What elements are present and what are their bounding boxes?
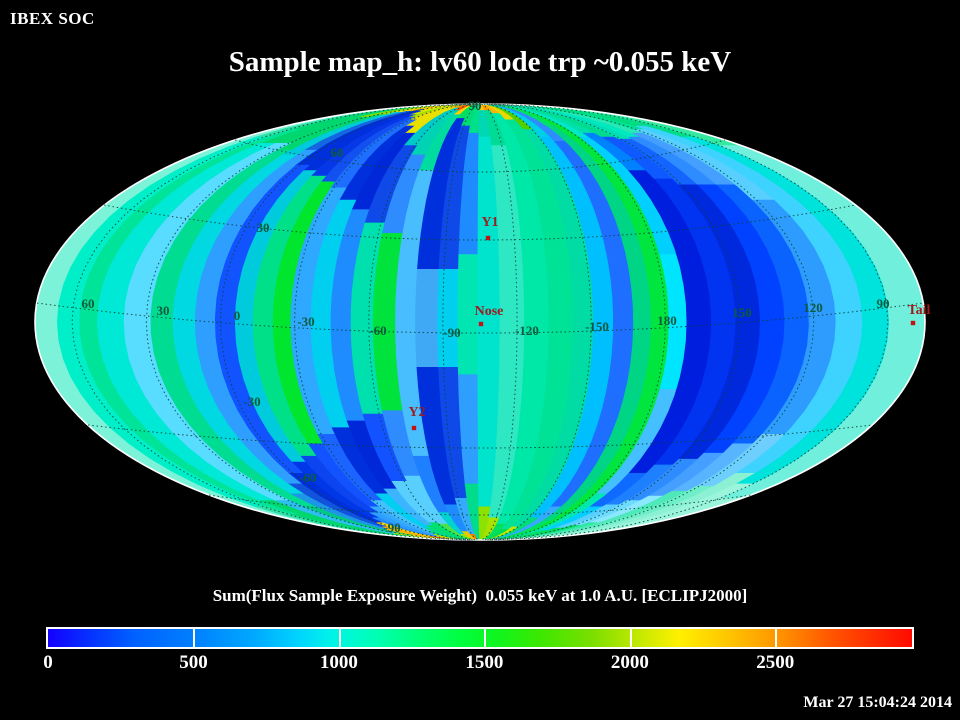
latitude-label: -90 (383, 520, 400, 535)
page-title: Sample map_h: lv60 lode trp ~0.055 keV (228, 46, 732, 78)
latitude-label: -30 (243, 394, 260, 409)
marker-point-y2 (411, 425, 417, 431)
meridian-gridline (442, 103, 479, 541)
longitude-label: 0 (234, 308, 241, 323)
meridian-gridline (294, 103, 474, 541)
colorbar-gradient (48, 629, 912, 647)
parallel-gridline (103, 204, 857, 241)
colorbar-tick (338, 629, 341, 647)
longitude-label: 180 (657, 313, 677, 328)
timestamp: Mar 27 15:04:24 2014 (803, 694, 952, 711)
longitude-label: 30 (157, 303, 170, 318)
longitude-label: 150 (732, 305, 752, 320)
meridian-gridline (145, 103, 469, 541)
app-logo: IBEX SOC (10, 9, 95, 28)
meridian-gridline (491, 103, 815, 541)
longitude-label: -90 (443, 325, 460, 340)
marker-point-nose (478, 321, 484, 327)
parallel-gridline (234, 139, 726, 173)
colorbar (46, 627, 914, 649)
meridian-gridline (481, 103, 518, 541)
longitude-label: -150 (585, 319, 609, 334)
map-rim (34, 103, 926, 541)
colorbar-tick-label: 1000 (319, 652, 358, 673)
longitude-label: 120 (803, 300, 823, 315)
colorbar-tick-label: 2500 (756, 652, 795, 673)
colorbar-tick-label: 500 (179, 652, 208, 673)
map-stripes (34, 103, 926, 541)
parallel-gridline (208, 494, 752, 516)
parallel-gridline (87, 424, 873, 449)
colorbar-tick-label: 1500 (465, 652, 504, 673)
longitude-label: 90 (877, 296, 890, 311)
marker-point-y1 (485, 235, 491, 241)
colorbar-tick-label: 2000 (610, 652, 649, 673)
parallel-gridline (36, 302, 924, 334)
colorbar-tick-labels: 0 500 1000 1500 2000 2500 (43, 652, 926, 676)
colorbar-tick (193, 629, 196, 647)
map-caption: Sum(Flux Sample Exposure Weight) 0.055 k… (212, 586, 748, 605)
meridian-gridline (486, 103, 666, 541)
grid-labels: 60 30 0 -30 -60 -90 -120 -150 180 150 120 90 90 60 30 -… (82, 98, 890, 535)
latitude-label: 90 (469, 98, 482, 113)
longitude-label: -120 (515, 323, 539, 338)
marker-point-tail (910, 320, 916, 326)
longitude-label: 60 (82, 296, 95, 311)
longitude-label: -60 (369, 323, 386, 338)
meridian-gridline (219, 103, 471, 541)
colorbar-tick (629, 629, 632, 647)
latitude-label: -60 (299, 470, 316, 485)
longitude-label: -30 (297, 314, 314, 329)
marker-label-y1: Y1 (481, 215, 498, 230)
colorbar-tick-label: 0 (43, 652, 53, 673)
latitude-label: 30 (257, 220, 270, 235)
latitude-label: 60 (331, 145, 344, 160)
marker-label-tail: Tail (908, 303, 931, 318)
marker-label-y2: Y2 (408, 405, 425, 420)
colorbar-tick (484, 629, 487, 647)
meridian-gridline (489, 103, 741, 541)
colorbar-tick (775, 629, 778, 647)
marker-label-nose: Nose (475, 304, 504, 319)
direction-markers: Y1 Nose Y2 Tail (408, 215, 931, 431)
map-grid (36, 103, 924, 541)
